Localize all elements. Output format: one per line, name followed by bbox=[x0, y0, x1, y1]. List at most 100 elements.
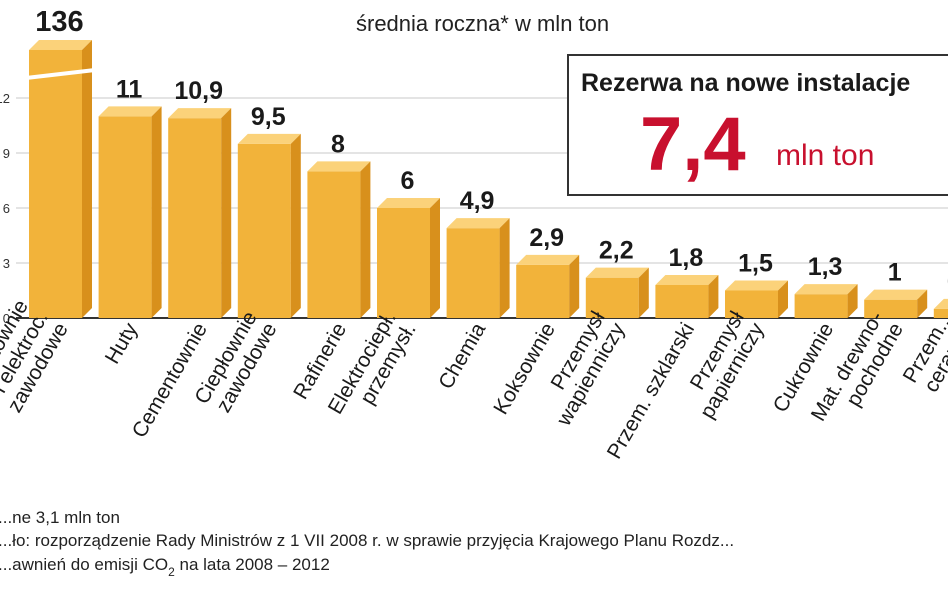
footnote-line-3-suffix: na lata 2008 – 2012 bbox=[175, 555, 330, 574]
bar-top bbox=[98, 106, 162, 117]
footnote-line-1: ...ne 3,1 mln ton bbox=[0, 508, 120, 527]
footnote-line-2: ...ło: rozporządzenie Rady Ministrów z 1… bbox=[0, 531, 734, 550]
bar-front bbox=[516, 264, 570, 318]
bar-top bbox=[516, 254, 580, 265]
value-label: 10,9 bbox=[174, 77, 223, 105]
value-label: 1,8 bbox=[669, 244, 704, 272]
bar-front bbox=[585, 277, 639, 318]
bar-side bbox=[847, 284, 858, 318]
bar bbox=[237, 133, 301, 318]
category-label: Przemysłpapierniczy bbox=[676, 307, 769, 422]
value-label: 11 bbox=[116, 75, 143, 103]
reserve-box-value: 7,4 bbox=[640, 102, 746, 187]
reserve-box: Rezerwa na nowe instalacje 7,4 mln ton bbox=[567, 54, 948, 196]
bar-top bbox=[933, 298, 948, 309]
bar-side bbox=[430, 198, 440, 318]
value-label: 6 bbox=[401, 167, 415, 195]
category-label: Przem...ceram... bbox=[899, 308, 948, 399]
bar-top bbox=[725, 280, 788, 291]
category-label: Huty bbox=[101, 319, 143, 368]
bar-top bbox=[864, 289, 928, 300]
axis-break-mark bbox=[25, 68, 96, 80]
bar-top bbox=[168, 108, 232, 119]
bar-front bbox=[168, 118, 222, 319]
category-label-line: Huty bbox=[101, 319, 143, 368]
bar-side bbox=[82, 40, 92, 318]
bar bbox=[446, 218, 510, 318]
bar-top bbox=[237, 133, 301, 144]
reserve-box-title: Rezerwa na nowe instalacje bbox=[581, 69, 910, 97]
bar-front bbox=[933, 308, 948, 318]
bar bbox=[377, 198, 440, 318]
value-label: 1,3 bbox=[808, 253, 843, 281]
bar bbox=[725, 280, 788, 318]
bar bbox=[864, 289, 928, 318]
y-axis-ticks: 0 3 6 9 12 bbox=[0, 91, 10, 326]
category-label-line: Chemia bbox=[434, 319, 490, 393]
bar bbox=[794, 284, 858, 318]
bar-front bbox=[98, 116, 152, 318]
bar bbox=[98, 106, 162, 318]
y-tick-label: 6 bbox=[3, 201, 10, 216]
bar-front bbox=[725, 290, 778, 318]
value-label: 2,2 bbox=[599, 237, 634, 265]
bar-front bbox=[237, 143, 291, 318]
category-label: Koksownie bbox=[489, 319, 560, 418]
bar-top bbox=[794, 284, 858, 295]
footnote-co2-subscript: 2 bbox=[168, 565, 175, 579]
value-label: 1,5 bbox=[738, 250, 773, 278]
category-label: ...towniei elektroc.zawodowe bbox=[0, 296, 73, 416]
value-label: 2,9 bbox=[529, 224, 564, 252]
y-tick-label: 9 bbox=[3, 146, 10, 161]
bar bbox=[168, 108, 232, 319]
bar-side bbox=[917, 289, 928, 318]
bar-side bbox=[221, 108, 232, 319]
category-label-line: Koksownie bbox=[489, 319, 560, 418]
bar-side bbox=[360, 161, 371, 318]
y-tick-label: 0 bbox=[3, 311, 10, 326]
reserve-box-frame bbox=[567, 54, 948, 196]
category-labels: ...towniei elektroc.zawodowe HutyCementow… bbox=[0, 296, 948, 463]
category-label: Chemia bbox=[434, 319, 490, 393]
value-label: 4,9 bbox=[460, 187, 495, 215]
value-labels: 136 11 10,9 9,5 8 6 4,9 2,9 2,2 1,8 1,5 1,3 1 0... bbox=[35, 6, 948, 296]
bar-front bbox=[794, 294, 848, 318]
value-label: 136 bbox=[35, 6, 83, 38]
footnote-line-3: ...awnień do emisji CO2 na lata 2008 – 2… bbox=[0, 555, 330, 579]
bar-front bbox=[864, 299, 918, 318]
bar bbox=[933, 298, 948, 318]
bar-front bbox=[29, 50, 82, 318]
value-label: 8 bbox=[331, 130, 345, 158]
bar bbox=[516, 254, 580, 318]
footnote-line-3-text: ...awnień do emisji CO bbox=[0, 555, 168, 574]
bar bbox=[655, 275, 719, 318]
bar-side bbox=[290, 133, 301, 318]
reserve-box-unit: mln ton bbox=[776, 139, 874, 172]
y-tick-label: 12 bbox=[0, 91, 10, 106]
bar-side bbox=[778, 280, 788, 318]
bar bbox=[585, 267, 649, 318]
bar-side bbox=[708, 275, 719, 318]
bar-front bbox=[655, 285, 709, 318]
bar-top bbox=[585, 267, 649, 278]
value-label: 0... bbox=[947, 268, 948, 296]
bar-front bbox=[446, 228, 500, 318]
bar-front bbox=[377, 208, 430, 318]
bar-top bbox=[377, 198, 440, 208]
bar bbox=[307, 161, 371, 318]
bar-top bbox=[29, 40, 92, 50]
chart-subtitle: średnia roczna* w mln ton bbox=[356, 11, 609, 36]
bar-top bbox=[446, 218, 510, 229]
category-label: Ciepłowniezawodowe bbox=[190, 308, 281, 420]
bar bbox=[25, 40, 96, 318]
footnotes: ...ne 3,1 mln ton ...ło: rozporządzenie … bbox=[0, 508, 734, 579]
bar-front bbox=[307, 171, 361, 318]
value-label: 9,5 bbox=[251, 103, 286, 131]
bars bbox=[25, 40, 948, 319]
bar-side bbox=[638, 267, 649, 318]
y-tick-label: 3 bbox=[3, 256, 10, 271]
bar-top bbox=[307, 161, 371, 172]
bar-side bbox=[151, 106, 162, 318]
bar-side bbox=[499, 218, 510, 318]
